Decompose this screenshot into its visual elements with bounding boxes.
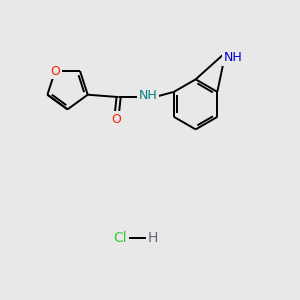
Text: H: H: [148, 231, 158, 245]
Text: O: O: [50, 64, 60, 77]
Text: NH: NH: [224, 51, 242, 64]
Text: Cl: Cl: [114, 231, 128, 245]
Text: O: O: [111, 113, 121, 126]
Text: NH: NH: [139, 89, 158, 102]
